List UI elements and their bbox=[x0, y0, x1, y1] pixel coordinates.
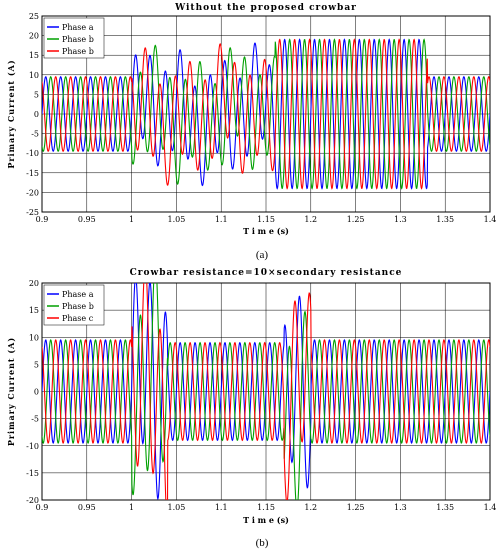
series-line-3 bbox=[42, 283, 490, 500]
y-tick-label: 25 bbox=[29, 12, 39, 21]
figure-caption: (a) bbox=[256, 249, 269, 261]
legend-entry: Phase c bbox=[62, 314, 94, 323]
x-tick-label: 1.35 bbox=[436, 215, 454, 224]
y-tick-label: -20 bbox=[26, 496, 39, 505]
x-axis-label: T i m e (s) bbox=[243, 515, 289, 525]
x-tick-label: 1.2 bbox=[304, 503, 317, 512]
x-tick-label: 1.15 bbox=[257, 503, 275, 512]
legend-entry: Phase b bbox=[62, 35, 94, 44]
x-tick-label: 1.05 bbox=[167, 215, 185, 224]
y-tick-label: 0 bbox=[34, 110, 39, 119]
y-tick-label: 15 bbox=[29, 306, 39, 315]
x-tick-label: 1.1 bbox=[215, 503, 228, 512]
legend: Phase a Phase b Phase c bbox=[43, 284, 105, 326]
y-tick-label: 5 bbox=[34, 360, 39, 369]
x-tick-label: 1.05 bbox=[167, 503, 185, 512]
legend-entry: Phase a bbox=[62, 23, 94, 32]
legend-entry: Phase b bbox=[62, 47, 94, 56]
y-tick-label: 20 bbox=[29, 32, 39, 41]
y-tick-label: 5 bbox=[34, 90, 39, 99]
chart-title: Crowbar resistance=10×secondary resistan… bbox=[130, 268, 403, 278]
x-tick-label: 1.3 bbox=[394, 215, 407, 224]
x-tick-label: 1.4 bbox=[484, 215, 497, 224]
chart-title: Without the proposed crowbar bbox=[174, 3, 357, 13]
x-tick-label: 1 bbox=[129, 503, 134, 512]
x-tick-label: 1.3 bbox=[394, 503, 407, 512]
y-tick-label: -20 bbox=[26, 188, 39, 197]
x-tick-label: 0.95 bbox=[78, 503, 96, 512]
plot-area bbox=[42, 283, 490, 500]
chart-a: Without the proposed crowbar 0.9 0.95 1 1.05… bbox=[6, 3, 496, 261]
x-tick-label: 0.9 bbox=[36, 503, 49, 512]
series-line-3 bbox=[42, 38, 490, 190]
plot-area bbox=[42, 38, 490, 190]
y-tick-label: -5 bbox=[31, 130, 39, 139]
series-line-1 bbox=[42, 283, 490, 500]
y-tick-label: 0 bbox=[34, 388, 39, 397]
x-tick-label: 1.25 bbox=[347, 215, 365, 224]
y-tick-label: 10 bbox=[29, 333, 39, 342]
x-tick-label: 0.95 bbox=[78, 215, 96, 224]
x-axis-label: T i m e (s) bbox=[243, 226, 289, 236]
y-tick-label: -15 bbox=[26, 469, 39, 478]
series-line-2 bbox=[42, 38, 490, 190]
figure-caption: (b) bbox=[256, 537, 269, 549]
x-tick-label: 1.2 bbox=[304, 215, 317, 224]
chart-b: Crowbar resistance=10×secondary resistan… bbox=[6, 268, 497, 549]
x-tick-label: 1 bbox=[129, 215, 134, 224]
y-tick-label: -10 bbox=[26, 149, 39, 158]
y-tick-label: 15 bbox=[29, 51, 39, 60]
y-tick-label: -25 bbox=[26, 208, 39, 217]
y-tick-label: -10 bbox=[26, 442, 39, 451]
y-tick-label: 20 bbox=[29, 279, 39, 288]
y-tick-label: 10 bbox=[29, 71, 39, 80]
y-axis-label: Primary Current (A) bbox=[6, 337, 16, 446]
y-tick-label: -5 bbox=[31, 415, 39, 424]
x-tick-label: 1.35 bbox=[436, 503, 454, 512]
legend: Phase a Phase b Phase b bbox=[43, 17, 105, 59]
x-tick-label: 0.9 bbox=[36, 215, 49, 224]
x-tick-label: 1.15 bbox=[257, 215, 275, 224]
legend-entry: Phase a bbox=[62, 290, 94, 299]
legend-entry: Phase b bbox=[62, 302, 94, 311]
y-tick-label: -15 bbox=[26, 169, 39, 178]
series-line-1 bbox=[42, 38, 490, 190]
y-axis-label: Primary Current (A) bbox=[6, 59, 16, 168]
x-tick-label: 1.25 bbox=[347, 503, 365, 512]
series-line-2 bbox=[42, 283, 490, 500]
x-tick-label: 1.1 bbox=[215, 215, 228, 224]
x-tick-label: 1.4 bbox=[484, 503, 497, 512]
